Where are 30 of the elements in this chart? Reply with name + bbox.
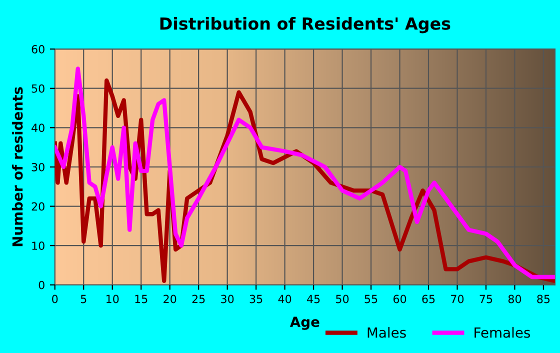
x-tick-label: 50: [336, 294, 349, 304]
x-tick-label: 35: [250, 294, 262, 304]
chart-title: Distribution of Residents' Ages: [160, 16, 450, 34]
x-tick-label: 25: [192, 294, 205, 304]
x-tick-label: 0: [52, 294, 58, 304]
y-tick-label: 60: [32, 45, 44, 54]
x-tick-label: 30: [221, 294, 234, 304]
x-tick-label: 70: [451, 294, 464, 304]
legend-label: Females: [474, 327, 530, 338]
x-tick-label: 20: [164, 294, 176, 304]
x-tick-label: 85: [537, 294, 550, 304]
x-tick-label: 45: [307, 294, 320, 304]
x-tick-label: 15: [135, 294, 148, 304]
y-tick-label: 0: [38, 280, 44, 290]
legend-label: Males: [368, 327, 406, 338]
x-tick-label: 65: [422, 294, 435, 304]
x-tick-label: 5: [80, 294, 86, 304]
x-axis-title: Age: [290, 316, 320, 330]
y-tick-label: 20: [32, 202, 44, 211]
x-tick-label: 55: [364, 294, 378, 304]
y-tick-label: 50: [32, 84, 44, 93]
x-tick-label: 60: [393, 294, 406, 304]
x-tick-label: 40: [278, 294, 292, 304]
y-axis-title: Number of residents: [12, 87, 23, 246]
x-tick-label: 80: [508, 294, 522, 304]
x-tick-label: 10: [106, 294, 119, 304]
y-tick-label: 30: [32, 162, 44, 172]
y-tick-label: 10: [32, 242, 44, 250]
y-tick-label: 40: [32, 124, 44, 132]
x-tick-label: 75: [480, 294, 492, 304]
